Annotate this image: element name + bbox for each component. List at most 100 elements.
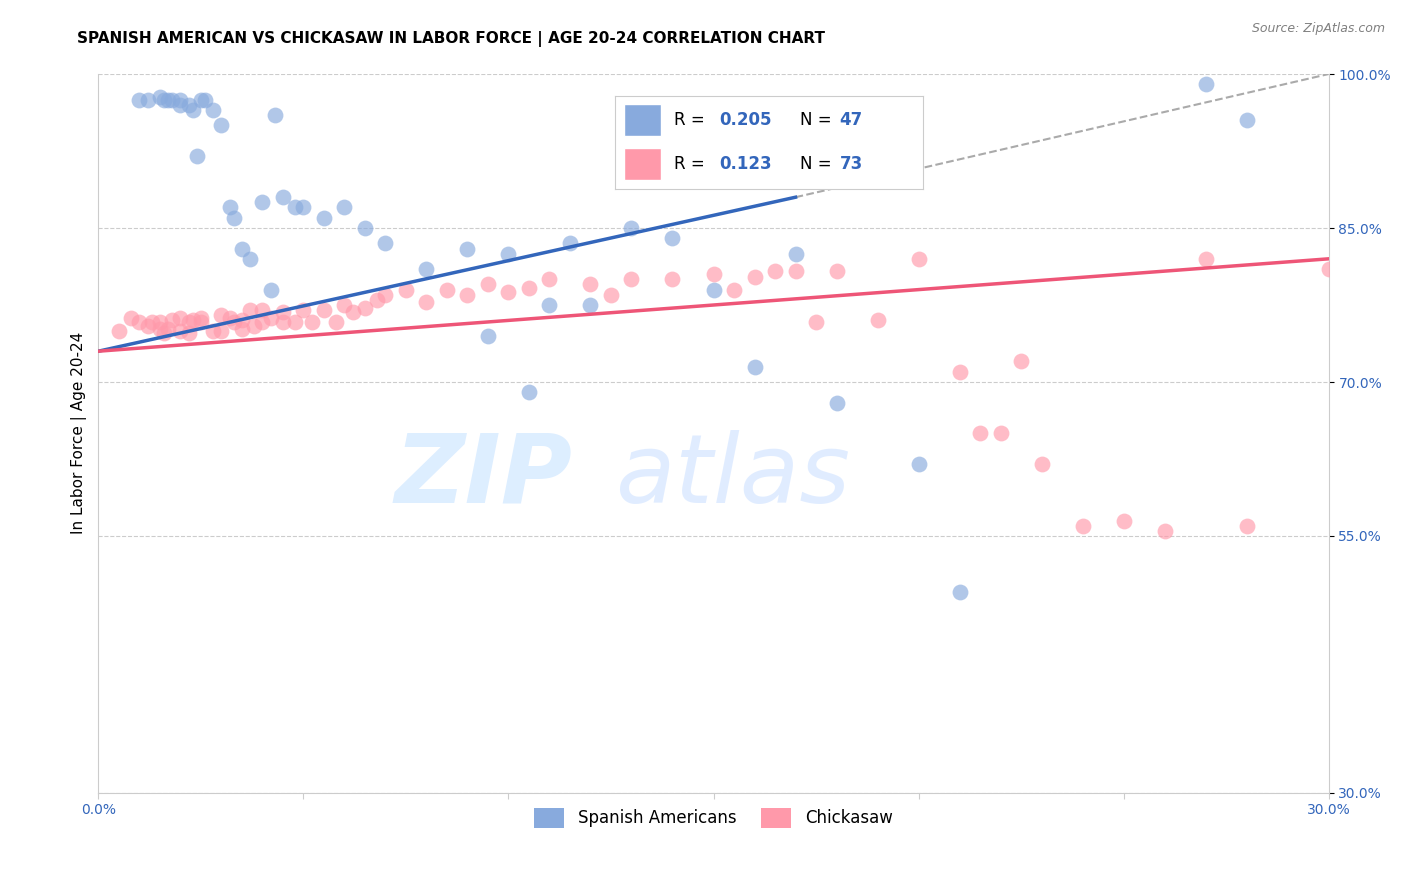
Point bbox=[263, 108, 285, 122]
Point bbox=[702, 283, 724, 297]
Text: atlas: atlas bbox=[614, 430, 851, 523]
Point bbox=[620, 221, 643, 235]
Point bbox=[301, 316, 323, 330]
Point bbox=[354, 221, 377, 235]
Point bbox=[907, 457, 929, 471]
Point bbox=[157, 93, 180, 107]
Point bbox=[866, 313, 889, 327]
Point bbox=[456, 287, 478, 301]
Point bbox=[1236, 113, 1258, 128]
Point bbox=[312, 303, 335, 318]
Point bbox=[1153, 524, 1175, 538]
Point bbox=[785, 246, 807, 260]
Point bbox=[456, 242, 478, 256]
Point bbox=[374, 287, 396, 301]
Point bbox=[149, 316, 172, 330]
Point bbox=[177, 98, 200, 112]
Point bbox=[169, 324, 191, 338]
Point bbox=[190, 316, 212, 330]
Point bbox=[202, 103, 225, 117]
Point bbox=[177, 316, 200, 330]
Point bbox=[538, 272, 561, 286]
Point bbox=[1031, 457, 1053, 471]
Point bbox=[259, 283, 281, 297]
Point bbox=[325, 316, 347, 330]
Point bbox=[948, 585, 970, 599]
Point bbox=[600, 287, 623, 301]
Point bbox=[620, 272, 643, 286]
Legend: Spanish Americans, Chickasaw: Spanish Americans, Chickasaw bbox=[527, 801, 900, 835]
Point bbox=[222, 316, 245, 330]
Point bbox=[271, 305, 294, 319]
Point bbox=[218, 201, 240, 215]
Text: Source: ZipAtlas.com: Source: ZipAtlas.com bbox=[1251, 22, 1385, 36]
Point bbox=[292, 303, 315, 318]
Point bbox=[181, 103, 204, 117]
Point bbox=[990, 426, 1012, 441]
Point bbox=[153, 93, 176, 107]
Point bbox=[354, 301, 377, 315]
Point bbox=[517, 280, 540, 294]
Point bbox=[218, 311, 240, 326]
Point bbox=[222, 211, 245, 225]
Point bbox=[108, 324, 131, 338]
Point bbox=[558, 236, 581, 251]
Point bbox=[661, 272, 683, 286]
Point bbox=[190, 311, 212, 326]
Point bbox=[181, 313, 204, 327]
Point bbox=[723, 283, 745, 297]
Point bbox=[231, 313, 253, 327]
Point bbox=[948, 365, 970, 379]
Point bbox=[579, 298, 602, 312]
Point bbox=[804, 316, 827, 330]
Point bbox=[209, 324, 232, 338]
Point bbox=[1317, 262, 1340, 277]
Text: SPANISH AMERICAN VS CHICKASAW IN LABOR FORCE | AGE 20-24 CORRELATION CHART: SPANISH AMERICAN VS CHICKASAW IN LABOR F… bbox=[77, 31, 825, 47]
Point bbox=[579, 277, 602, 292]
Point bbox=[436, 283, 458, 297]
Point bbox=[1112, 514, 1135, 528]
Point bbox=[252, 303, 274, 318]
Point bbox=[498, 246, 520, 260]
Y-axis label: In Labor Force | Age 20-24: In Labor Force | Age 20-24 bbox=[72, 332, 87, 534]
Point bbox=[160, 93, 183, 107]
Point bbox=[702, 267, 724, 281]
Point bbox=[1236, 518, 1258, 533]
Point bbox=[209, 119, 232, 133]
Point bbox=[763, 264, 786, 278]
Point bbox=[415, 262, 437, 277]
Point bbox=[415, 294, 437, 309]
Point bbox=[333, 201, 356, 215]
Point bbox=[292, 201, 315, 215]
Point bbox=[744, 270, 766, 285]
Point bbox=[186, 149, 208, 163]
Point bbox=[1010, 354, 1032, 368]
Point bbox=[136, 318, 159, 333]
Point bbox=[271, 316, 294, 330]
Point bbox=[190, 93, 212, 107]
Point bbox=[1194, 77, 1216, 91]
Point bbox=[366, 293, 388, 307]
Point bbox=[149, 321, 172, 335]
Point bbox=[969, 426, 991, 441]
Point bbox=[744, 359, 766, 374]
Point bbox=[271, 190, 294, 204]
Point bbox=[477, 328, 499, 343]
Point bbox=[252, 316, 274, 330]
Point bbox=[907, 252, 929, 266]
Point bbox=[785, 264, 807, 278]
Point bbox=[239, 303, 262, 318]
Point bbox=[169, 311, 191, 326]
Point bbox=[136, 93, 159, 107]
Point bbox=[128, 316, 150, 330]
Point bbox=[1194, 252, 1216, 266]
Point bbox=[538, 298, 561, 312]
Point bbox=[177, 326, 200, 340]
Point bbox=[194, 93, 217, 107]
Point bbox=[243, 318, 266, 333]
Text: ZIP: ZIP bbox=[394, 430, 572, 523]
Point bbox=[374, 236, 396, 251]
Point bbox=[517, 385, 540, 400]
Point bbox=[169, 93, 191, 107]
Point bbox=[231, 321, 253, 335]
